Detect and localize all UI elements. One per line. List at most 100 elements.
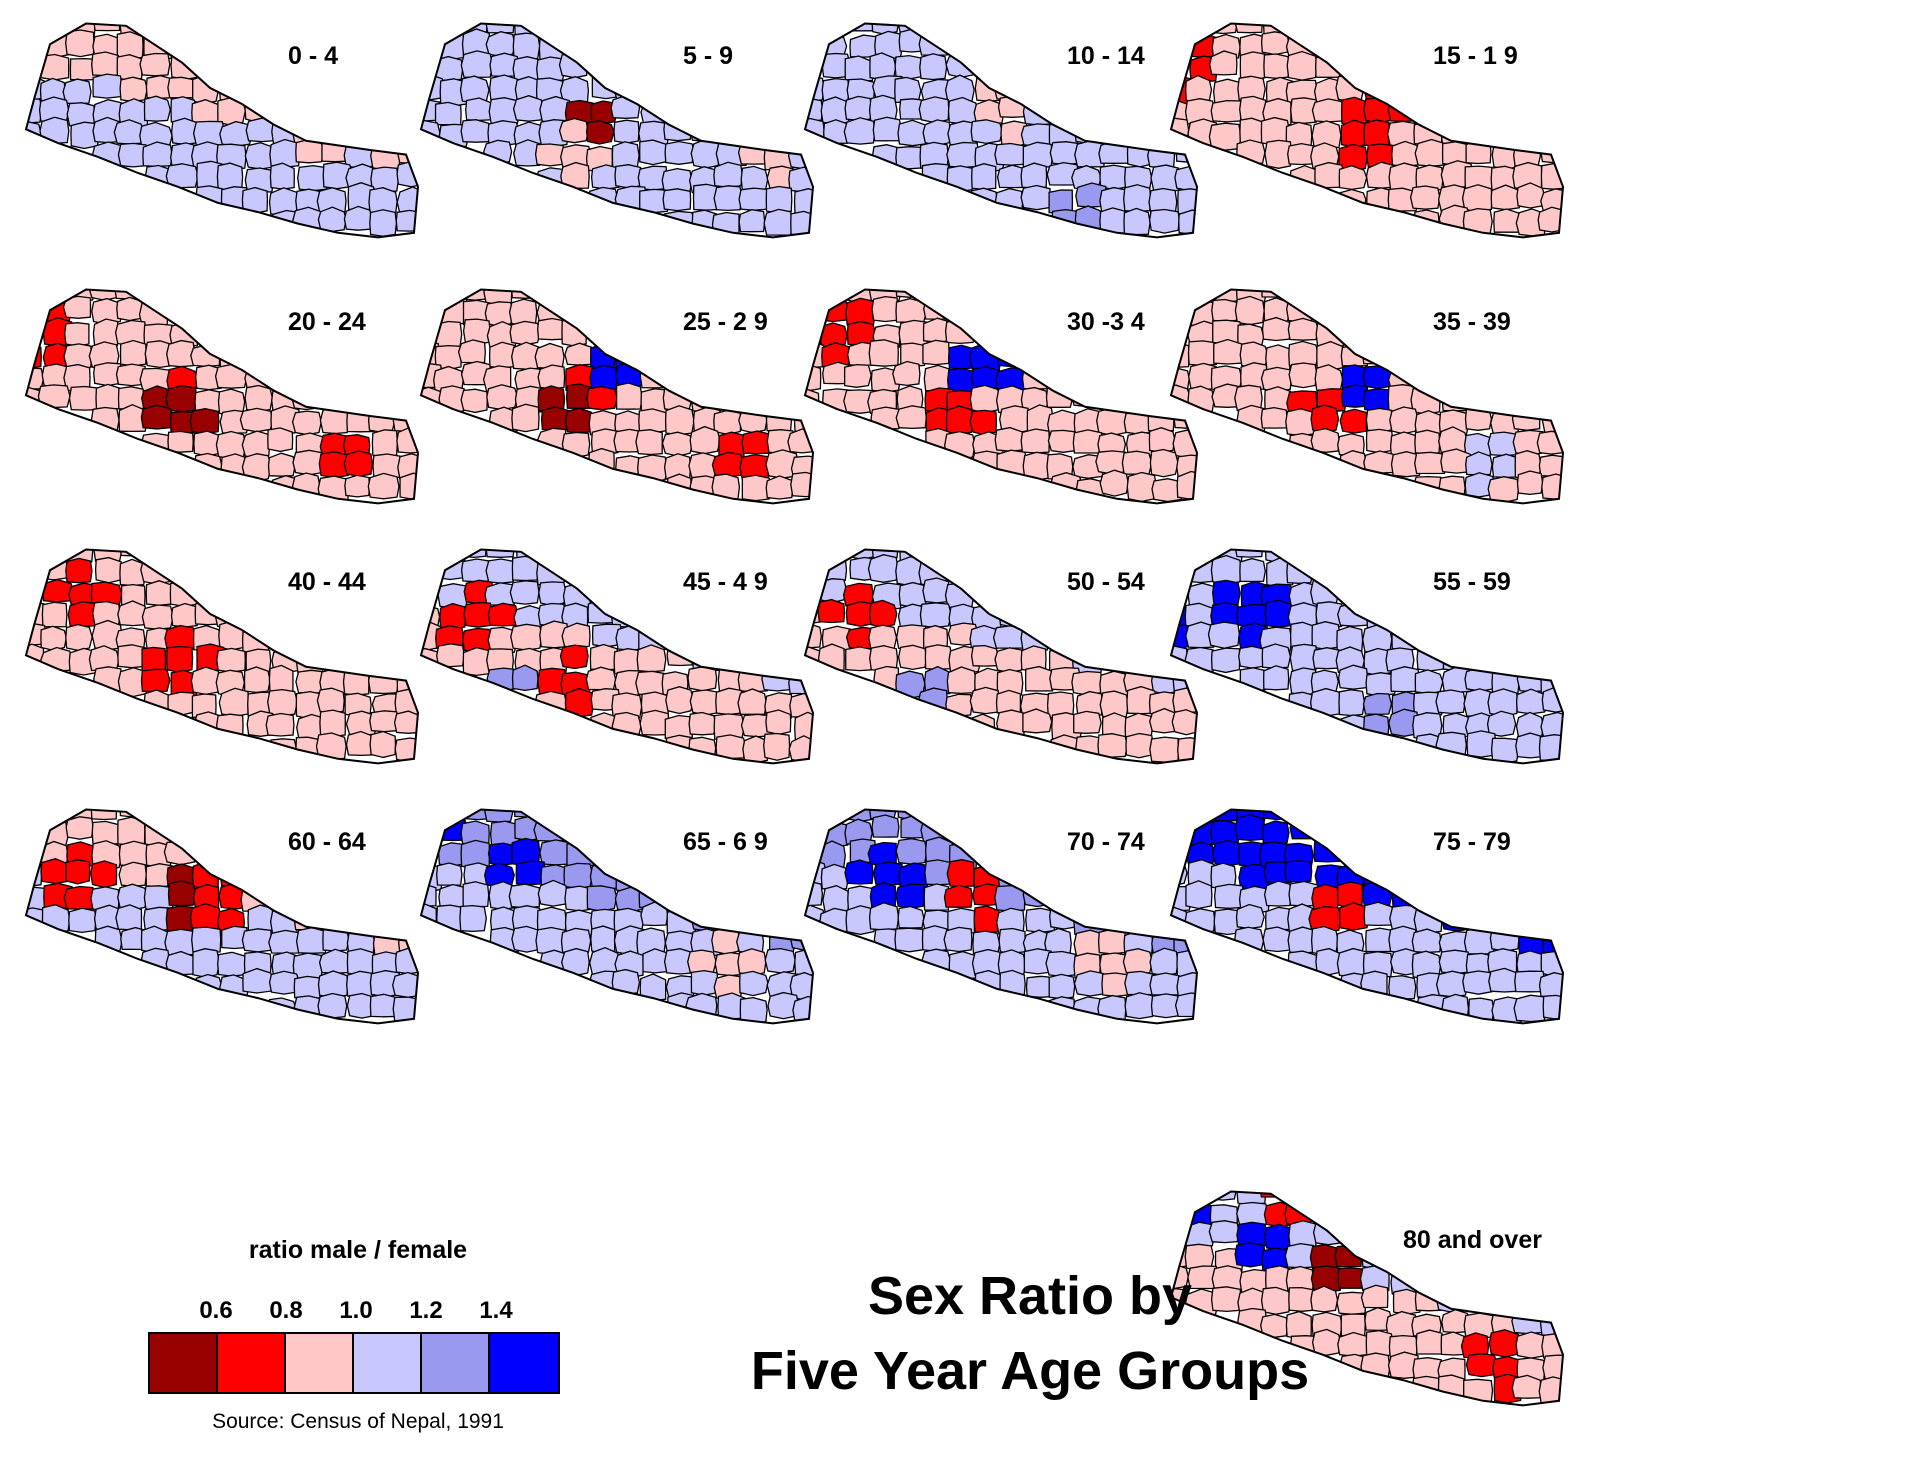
district [191, 926, 222, 953]
district [867, 554, 899, 583]
district [1363, 73, 1390, 101]
district [563, 862, 594, 889]
district [165, 384, 197, 413]
district [711, 451, 745, 478]
district [269, 138, 301, 168]
district [169, 580, 200, 608]
district [1149, 448, 1179, 478]
district [1175, 138, 1197, 163]
district [973, 99, 1005, 125]
country-outline [1169, 22, 1565, 239]
district [765, 709, 792, 736]
country-outline [24, 288, 420, 505]
district [485, 549, 516, 558]
district [265, 712, 295, 737]
district [897, 644, 928, 671]
district [739, 996, 768, 1024]
district [316, 687, 345, 714]
district [317, 206, 347, 233]
district [65, 623, 93, 652]
district [1174, 992, 1197, 1018]
district [664, 405, 695, 436]
district [1538, 972, 1563, 999]
district [1336, 1291, 1367, 1315]
district [1365, 428, 1394, 454]
country-outline [803, 288, 1199, 505]
district [239, 407, 274, 433]
district [1414, 451, 1447, 475]
district [1538, 734, 1563, 761]
district [867, 841, 897, 867]
district [421, 386, 443, 414]
district [243, 666, 271, 694]
district [170, 602, 201, 628]
district [560, 161, 590, 189]
district [1336, 947, 1368, 977]
district [65, 29, 95, 58]
district [1213, 338, 1244, 365]
district [817, 598, 846, 624]
district [94, 556, 123, 584]
district [118, 861, 147, 888]
district [462, 881, 490, 908]
district [189, 408, 220, 435]
district [457, 339, 486, 364]
district [118, 549, 150, 557]
district [515, 549, 546, 561]
district [1207, 621, 1241, 649]
district [1338, 143, 1368, 172]
legend-color-bar [148, 1332, 560, 1394]
district [871, 814, 900, 838]
age-group-label: 70 - 74 [1067, 828, 1145, 856]
district [436, 643, 466, 668]
district [119, 76, 148, 103]
district [994, 647, 1024, 674]
district [923, 665, 953, 695]
district [1411, 928, 1442, 954]
district [90, 860, 118, 889]
age-group-label: 0 - 4 [288, 42, 339, 70]
district [969, 384, 1000, 414]
district [1416, 644, 1445, 672]
district [465, 97, 494, 122]
district [65, 816, 94, 840]
district [291, 472, 321, 501]
district [513, 139, 542, 167]
district [92, 23, 121, 32]
district [241, 928, 272, 953]
district [900, 342, 927, 367]
district [1363, 388, 1392, 412]
country-outline [1169, 548, 1565, 765]
district [1337, 664, 1369, 690]
district [969, 686, 1001, 715]
district [63, 343, 93, 369]
district [438, 842, 465, 867]
district [688, 711, 717, 736]
district [1487, 476, 1520, 503]
district [421, 119, 441, 146]
district-map [419, 288, 815, 505]
country-outline [803, 22, 1199, 239]
district [166, 339, 196, 368]
district [1366, 600, 1395, 630]
district [635, 429, 663, 456]
source-note: Source: Census of Nepal, 1991 [212, 1410, 504, 1433]
district [68, 385, 101, 411]
district [483, 139, 513, 165]
district [742, 735, 769, 764]
district [1260, 406, 1288, 429]
age-group-label: 50 - 54 [1067, 568, 1145, 596]
district [396, 138, 418, 165]
district [1311, 621, 1341, 650]
district [868, 902, 900, 931]
district [922, 119, 952, 146]
district [241, 186, 269, 214]
district [561, 622, 591, 650]
district [216, 162, 244, 191]
district [1125, 732, 1155, 759]
age-group-label: 30 -3 4 [1067, 308, 1145, 336]
district [512, 95, 545, 122]
district [1287, 317, 1320, 341]
district [537, 879, 568, 907]
district [145, 580, 173, 606]
